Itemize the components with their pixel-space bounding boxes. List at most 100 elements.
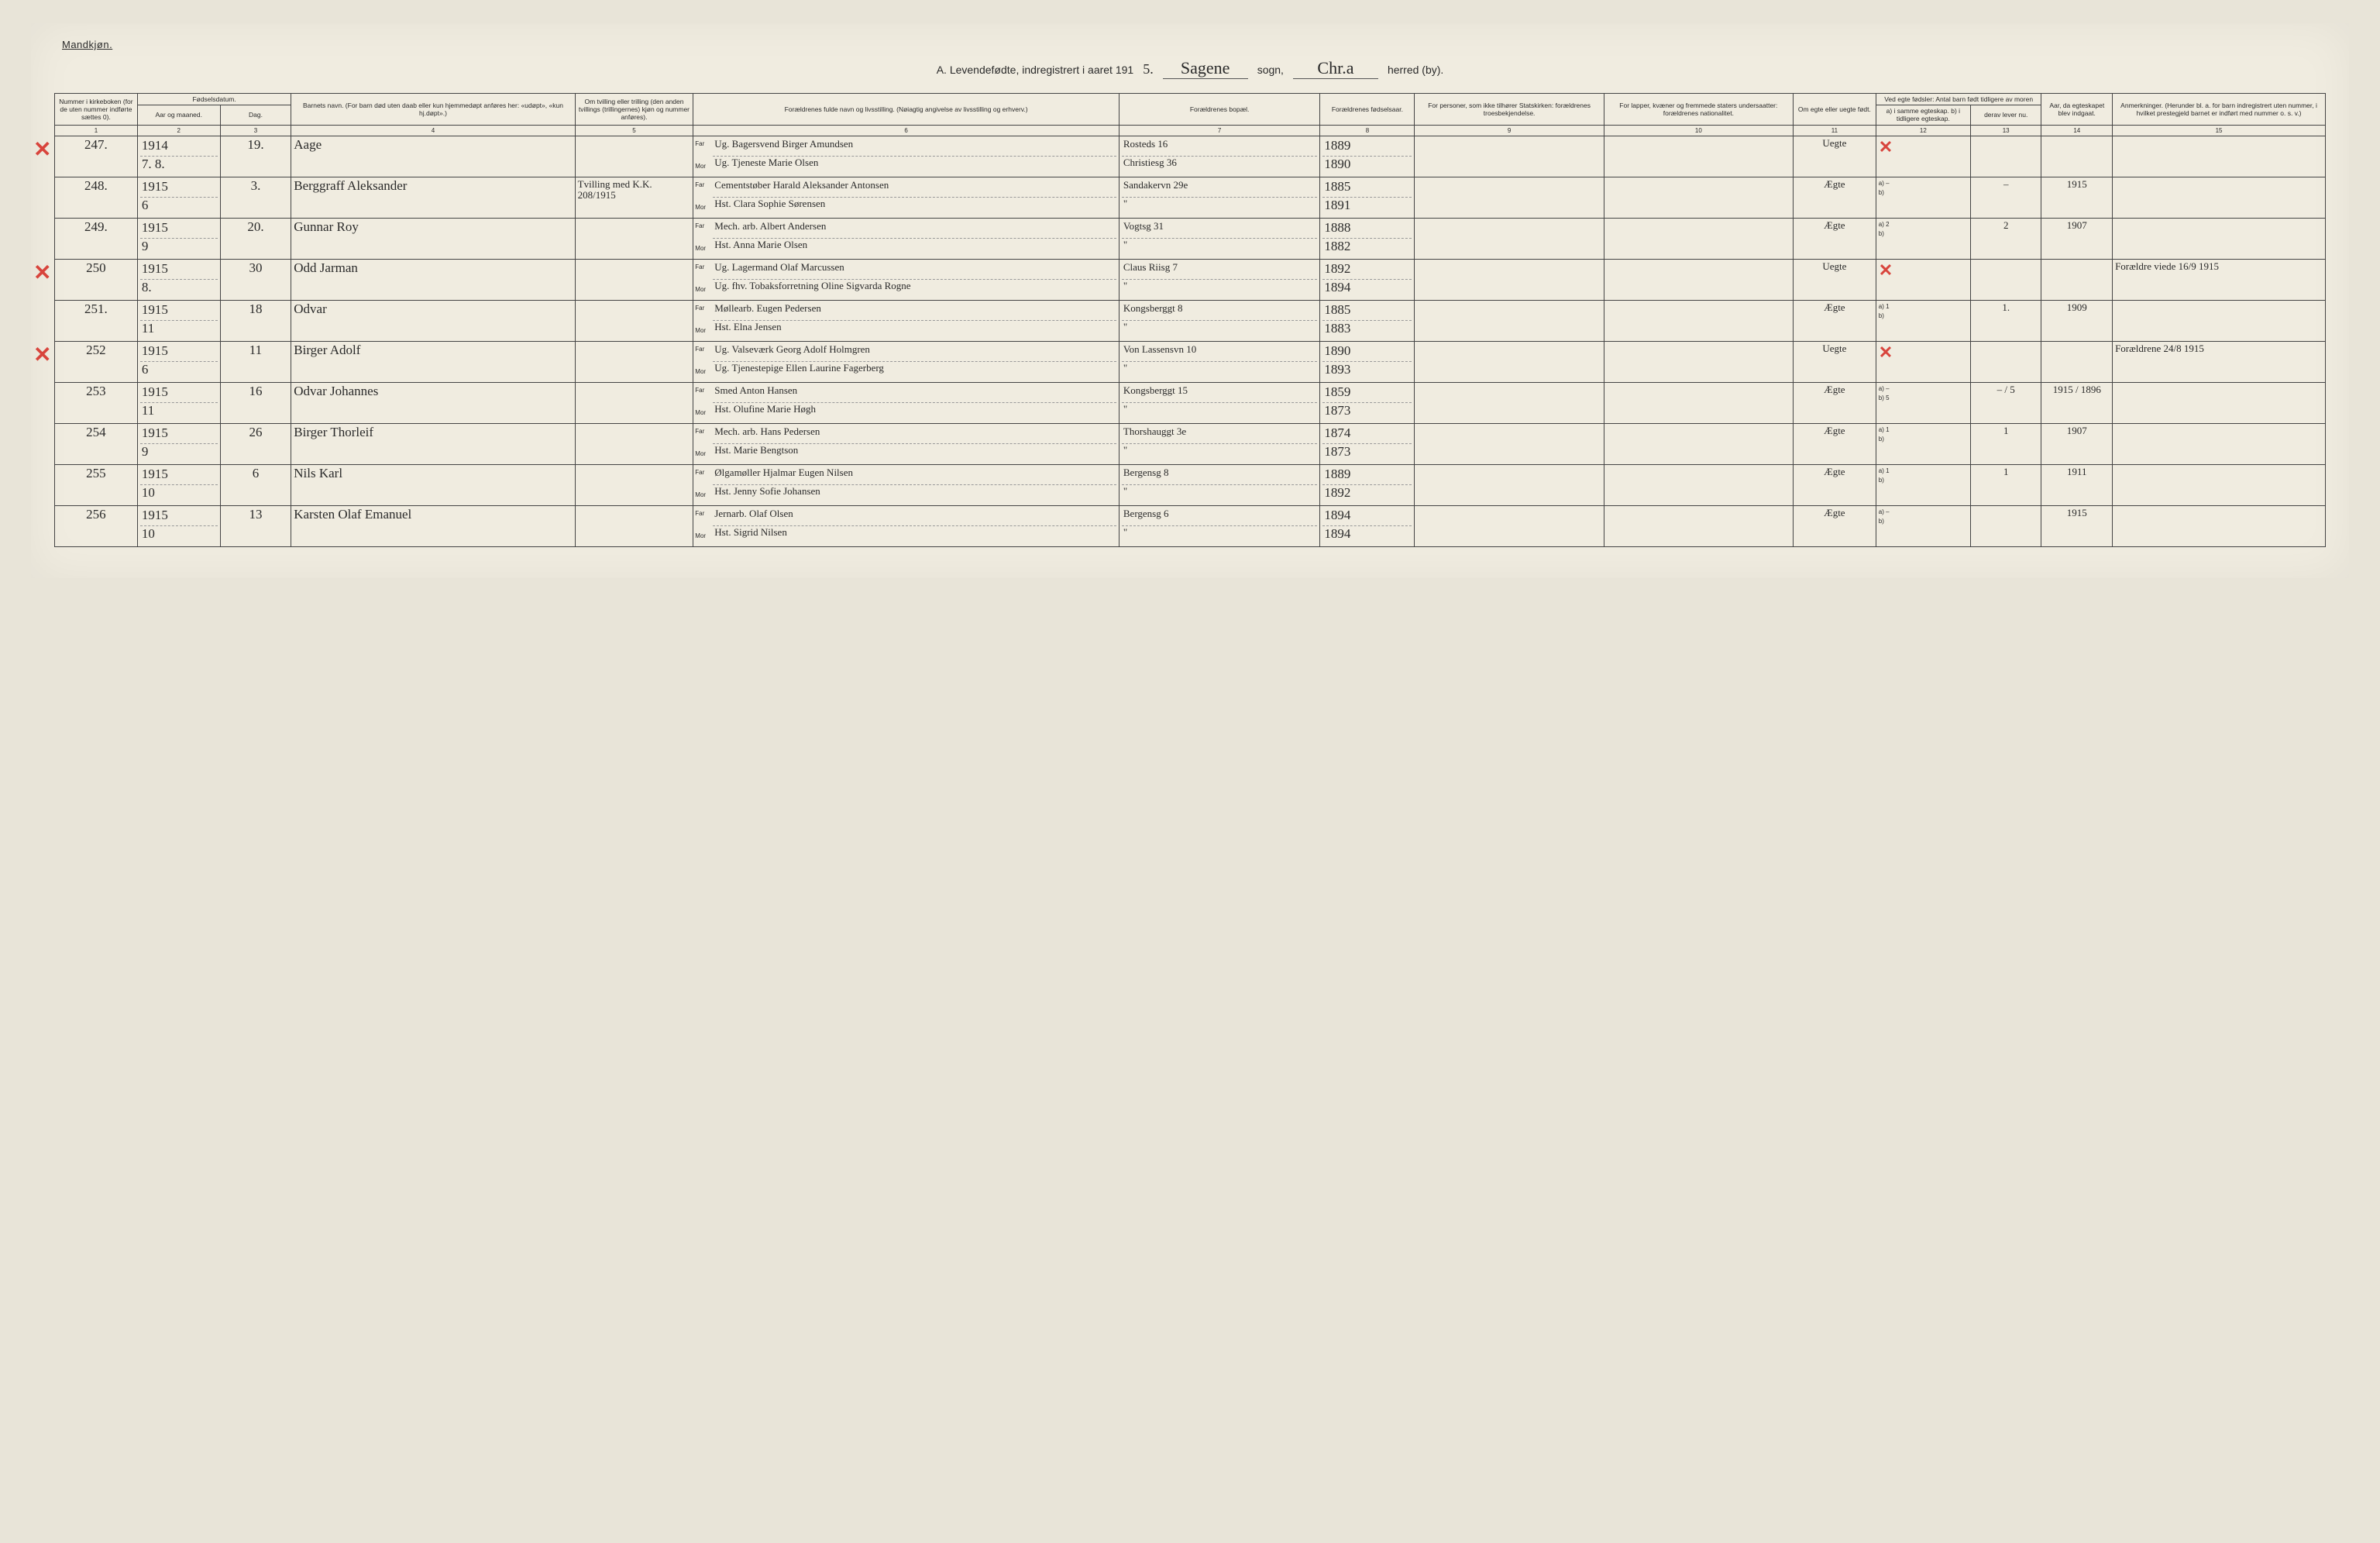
remarks <box>2113 218 2326 259</box>
marriage-year: 1907 <box>2041 423 2113 464</box>
nationality <box>1604 177 1793 218</box>
children-living: 1 <box>1970 464 2041 505</box>
day: 20. <box>220 218 291 259</box>
legitimacy: Uegte <box>1793 341 1876 382</box>
religion <box>1415 259 1604 300</box>
parent-birth-years: 18901893 <box>1320 341 1415 382</box>
legitimacy: Ægte <box>1793 300 1876 341</box>
year-month: 19147. 8. <box>137 136 220 177</box>
colnum: 8 <box>1320 125 1415 136</box>
legitimacy: Uegte <box>1793 136 1876 177</box>
red-x-mark: ✕ <box>33 261 51 285</box>
twin-info <box>575 218 693 259</box>
prior-children: ✕ <box>1876 136 1970 177</box>
religion <box>1415 177 1604 218</box>
father-line: Smed Anton Hansen <box>713 384 1116 404</box>
children-living <box>1970 259 2041 300</box>
mother-line: Ug. fhv. Tobaksforretning Oline Sigvarda… <box>713 280 1116 298</box>
day: 19. <box>220 136 291 177</box>
title-prefix: A. Levendefødte, indregistrert i aaret 1… <box>937 64 1133 76</box>
parents: Far Mor Ug. Lagermand Olaf Marcussen Ug.… <box>693 259 1119 300</box>
prior-children: a) 2b) <box>1876 218 1970 259</box>
mor-label: Mor <box>695 451 706 458</box>
colnum: 7 <box>1119 125 1320 136</box>
parent-birth-years: 18591873 <box>1320 382 1415 423</box>
col-header-8: For­ældrenes fødsels­aar. <box>1320 94 1415 126</box>
colnum: 11 <box>1793 125 1876 136</box>
day: 6 <box>220 464 291 505</box>
mor-label: Mor <box>695 205 706 212</box>
religion <box>1415 464 1604 505</box>
year-suffix: 5. <box>1143 61 1154 77</box>
remarks <box>2113 136 2326 177</box>
legitimacy: Ægte <box>1793 382 1876 423</box>
parents: Far Mor Ug. Valseværk Georg Adolf Holmgr… <box>693 341 1119 382</box>
col-header-10: For lapper, kvæner og fremmede staters u… <box>1604 94 1793 126</box>
parents: Far Mor Ølgamøller Hjalmar Eugen Nilsen … <box>693 464 1119 505</box>
father-line: Ug. Valseværk Georg Adolf Holmgren <box>713 343 1116 363</box>
colnum: 4 <box>291 125 575 136</box>
year-month: 191510 <box>137 464 220 505</box>
twin-info: Tvilling med K.K. 208/1915 <box>575 177 693 218</box>
mor-label: Mor <box>695 533 706 540</box>
entry-number: 253 <box>55 382 138 423</box>
remarks: Forældre viede 16/9 1915 <box>2113 259 2326 300</box>
col-header-13: derav lever nu. <box>1970 105 2041 125</box>
table-row: 253 191511 16 Odvar Johannes Far Mor Sme… <box>55 382 2326 423</box>
red-x-mark: ✕ <box>33 343 51 367</box>
col-header-4: Barnets navn. (For barn død uten daab el… <box>291 94 575 126</box>
year-month: 19159 <box>137 218 220 259</box>
year-month: 19158. <box>137 259 220 300</box>
legitimacy: Ægte <box>1793 423 1876 464</box>
entry-number: ✕ 247. <box>55 136 138 177</box>
col-header-7: Forældrenes bopæl. <box>1119 94 1320 126</box>
table-row: ✕ 252 19156 11 Birger Adolf Far Mor Ug. … <box>55 341 2326 382</box>
marriage-year: 1915 <box>2041 177 2113 218</box>
day: 16 <box>220 382 291 423</box>
marriage-year <box>2041 259 2113 300</box>
table-body: ✕ 247. 19147. 8. 19. Aage Far Mor Ug. Ba… <box>55 136 2326 546</box>
col-header-15: Anmerkninger. (Herunder bl. a. for barn … <box>2113 94 2326 126</box>
colnum: 5 <box>575 125 693 136</box>
table-row: 254 19159 26 Birger Thorleif Far Mor Mec… <box>55 423 2326 464</box>
parent-birth-years: 18891892 <box>1320 464 1415 505</box>
prior-children: ✕ <box>1876 259 1970 300</box>
far-label: Far <box>695 223 704 230</box>
religion <box>1415 136 1604 177</box>
mor-label: Mor <box>695 246 706 253</box>
colnum: 3 <box>220 125 291 136</box>
red-x-cell: ✕ <box>1879 343 1893 362</box>
far-label: Far <box>695 182 704 189</box>
parent-birth-years: 18921894 <box>1320 259 1415 300</box>
mor-label: Mor <box>695 287 706 294</box>
far-label: Far <box>695 429 704 436</box>
parents: Far Mor Ug. Bagersvend Birger Amundsen U… <box>693 136 1119 177</box>
far-label: Far <box>695 470 704 477</box>
far-label: Far <box>695 141 704 148</box>
father-line: Jernarb. Olaf Olsen <box>713 508 1116 527</box>
register-page: Mandkjøn. A. Levendefødte, indregistrert… <box>31 23 2349 578</box>
prior-children: a) –b) 5 <box>1876 382 1970 423</box>
entry-number: 249. <box>55 218 138 259</box>
herred-label: herred (by). <box>1388 64 1443 76</box>
prior-children: a) 1b) <box>1876 464 1970 505</box>
children-living <box>1970 505 2041 546</box>
col-header-14: Aar, da egte­skapet blev ind­gaat. <box>2041 94 2113 126</box>
remarks <box>2113 382 2326 423</box>
col-header-2: Aar og maaned. <box>137 105 220 125</box>
religion <box>1415 341 1604 382</box>
column-number-row: 1 2 3 4 5 6 7 8 9 10 11 12 13 14 15 <box>55 125 2326 136</box>
marriage-year: 1909 <box>2041 300 2113 341</box>
colnum: 6 <box>693 125 1119 136</box>
address: Kongsberggt 15" <box>1119 382 1320 423</box>
colnum: 15 <box>2113 125 2326 136</box>
colnum: 1 <box>55 125 138 136</box>
col-header-9: For personer, som ikke tilhører Statskir… <box>1415 94 1604 126</box>
address: Vogtsg 31" <box>1119 218 1320 259</box>
colnum: 9 <box>1415 125 1604 136</box>
remarks <box>2113 300 2326 341</box>
child-name: Nils Karl <box>291 464 575 505</box>
child-name: Birger Thorleif <box>291 423 575 464</box>
far-label: Far <box>695 264 704 271</box>
far-label: Far <box>695 511 704 518</box>
